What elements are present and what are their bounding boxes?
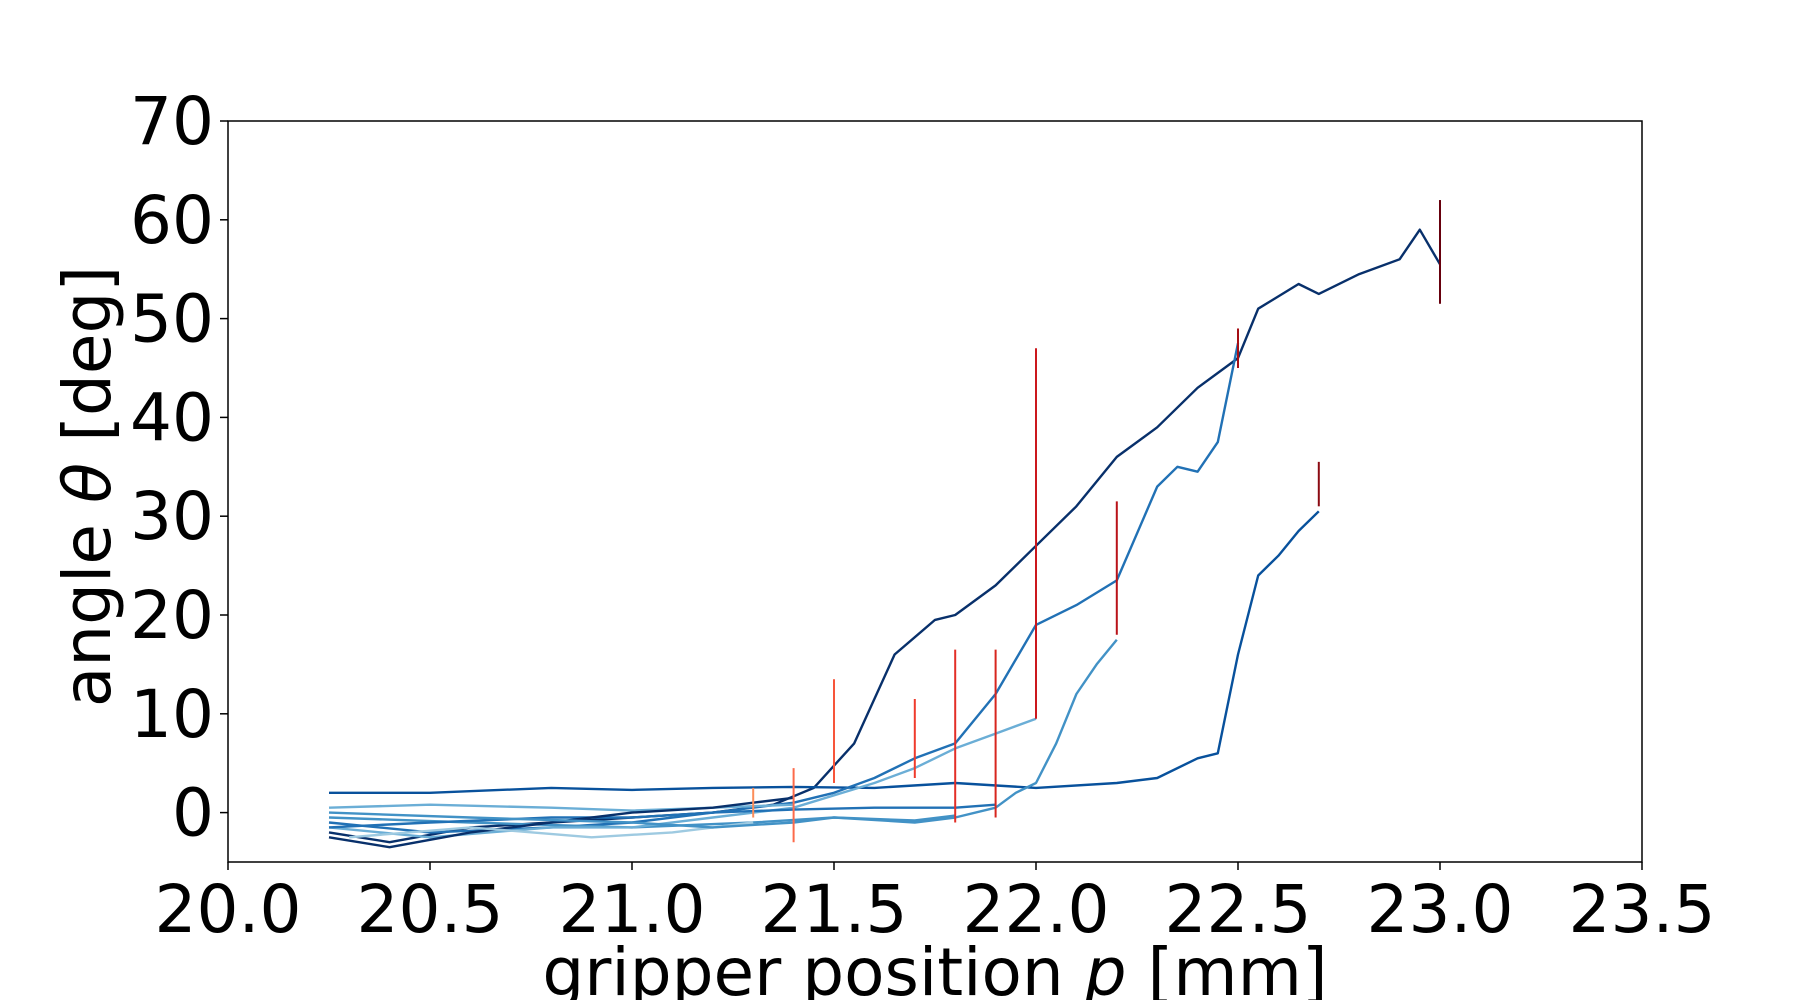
y-axis-label-prefix: angle <box>49 503 126 707</box>
y-tick-label: 70 <box>130 83 214 160</box>
x-tick-label: 23.5 <box>1569 871 1716 948</box>
series-line-1 <box>328 228 1442 844</box>
x-tick-label: 21.5 <box>761 871 908 948</box>
x-tick-label: 22.0 <box>963 871 1110 948</box>
y-tick-label: 60 <box>130 182 214 259</box>
y-axis-label-suffix: [deg] <box>49 266 126 463</box>
x-axis-label-prefix: gripper position <box>542 934 1084 1000</box>
series-line-4 <box>328 638 1118 829</box>
series-line-8 <box>328 796 794 849</box>
plot-frame <box>227 120 1643 863</box>
series-line-10 <box>328 811 956 829</box>
y-tick-label: 30 <box>130 478 214 555</box>
x-tick-label: 22.5 <box>1165 871 1312 948</box>
x-tick-label: 23.0 <box>1367 871 1514 948</box>
x-tick-label: 20.0 <box>155 871 302 948</box>
x-axis-label: gripper position p [mm] <box>542 934 1327 1000</box>
y-axis-label: angle θ [deg] <box>49 266 126 707</box>
y-axis-label-symbol: θ <box>49 463 126 503</box>
x-tick-label: 20.5 <box>357 871 504 948</box>
series-line-6 <box>328 803 996 829</box>
series-line-9 <box>349 821 754 839</box>
y-tick-label: 20 <box>130 577 214 654</box>
series-line-2 <box>329 510 1320 794</box>
x-axis-ticks: 20.0 20.5 21.0 21.5 22.0 22.5 23.0 23.5 <box>155 862 1716 948</box>
x-tick-label: 21.0 <box>559 871 706 948</box>
x-axis-label-symbol: p <box>1084 934 1127 1000</box>
y-tick-label: 0 <box>172 775 214 852</box>
y-axis-ticks: 0 10 20 30 40 50 60 70 <box>130 83 228 852</box>
series-layer <box>328 228 1442 849</box>
series-line-3 <box>328 343 1240 834</box>
y-tick-label: 10 <box>130 676 214 753</box>
x-axis-label-suffix: [mm] <box>1127 934 1328 1000</box>
y-tick-label: 50 <box>130 281 214 358</box>
y-tick-label: 40 <box>130 379 214 456</box>
errorbar-layer <box>752 200 1441 843</box>
